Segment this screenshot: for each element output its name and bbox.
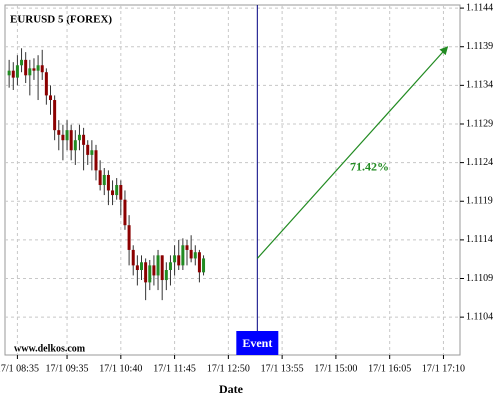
candle-body [40, 65, 44, 73]
candle-body [127, 225, 131, 250]
candle-body [7, 70, 11, 76]
y-tick-label: 1.1114 [466, 234, 493, 245]
candle-body [131, 249, 135, 266]
candle-body [119, 185, 123, 200]
x-tick-label: 17/1 15:00 [314, 363, 357, 374]
candle-body [177, 255, 181, 266]
candle-body [102, 174, 106, 186]
x-axis-label: Date [219, 382, 244, 396]
x-tick-label: 17/1 10:40 [99, 363, 142, 374]
candle-body [115, 185, 119, 196]
candle-body [197, 252, 201, 273]
plot-frame [4, 4, 461, 356]
candle-body [144, 262, 148, 283]
candle-body [65, 130, 69, 141]
x-tick-label: 17/1 16:05 [368, 363, 411, 374]
candle-body [44, 72, 48, 96]
watermark: www.delkos.com [14, 343, 86, 354]
candle-body [86, 144, 90, 155]
event-label: Event [242, 336, 272, 350]
y-tick-label: 1.1124 [466, 157, 493, 168]
candle-body [123, 199, 127, 226]
candle-body [15, 65, 19, 78]
candle-body [90, 150, 94, 155]
chart-title: EURUSD 5 (FOREX) [10, 14, 112, 26]
event-box [236, 331, 279, 355]
candle-body [20, 59, 24, 66]
candle-body [61, 134, 65, 141]
candle-body [106, 174, 110, 191]
candle-body [53, 100, 57, 131]
candle-body [202, 258, 206, 273]
candle-body [140, 262, 143, 271]
candle-body [148, 265, 152, 283]
candle-body [69, 130, 73, 151]
y-tick-label: 1.1134 [466, 80, 493, 91]
x-tick-label: 17/1 11:45 [153, 363, 196, 374]
candle-body [82, 134, 86, 145]
candle-body [94, 150, 98, 171]
candle-body [73, 140, 77, 151]
candle-body [32, 68, 36, 71]
candle-body [49, 95, 52, 101]
x-tick-label: 17/1 09:35 [46, 363, 89, 374]
candle-body [98, 170, 102, 186]
candle-body [57, 130, 61, 135]
y-tick-label: 1.1104 [466, 311, 493, 322]
y-tick-label: 1.1129 [466, 118, 493, 129]
candle-body [36, 65, 40, 71]
x-tick-label: 17/1 13:55 [261, 363, 304, 374]
y-tick-label: 1.1139 [466, 41, 493, 52]
candle-body [28, 68, 32, 76]
y-tick-label: 1.1119 [466, 196, 493, 207]
y-tick-label: 1.1109 [466, 273, 493, 284]
candle-body [156, 255, 160, 276]
candle-body [185, 245, 189, 250]
candle-body [173, 255, 177, 263]
candle-body [181, 245, 185, 266]
candle-body [24, 59, 28, 76]
y-tick-label: 1.1144 [466, 2, 493, 13]
candle-body [111, 190, 115, 196]
x-tick-label: 17/1 12:50 [207, 363, 250, 374]
candle-body [11, 70, 15, 78]
candle-body [168, 262, 172, 271]
candle-body [77, 134, 81, 141]
candle-body [152, 265, 156, 276]
candle-body [189, 249, 193, 259]
candle-body [164, 270, 168, 281]
candle-body [160, 255, 164, 281]
candle-body [135, 265, 139, 271]
candle-body [193, 252, 197, 259]
x-tick-label: 17/1 08:35 [0, 363, 39, 374]
projection-label: 71.42% [350, 159, 389, 173]
x-tick-label: 17/1 17:10 [422, 363, 465, 374]
projection-arrow [256, 46, 449, 259]
